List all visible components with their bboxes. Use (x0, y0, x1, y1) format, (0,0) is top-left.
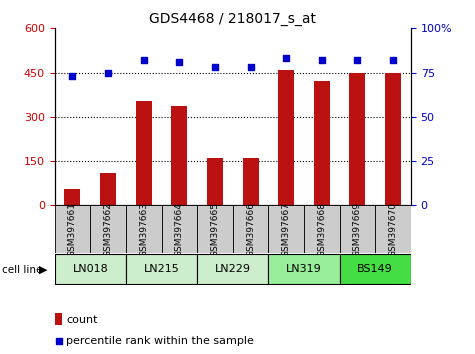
Bar (55, 254, 126, 284)
Bar (340, 254, 411, 284)
Text: GSM397663: GSM397663 (139, 202, 148, 257)
Bar (268, 254, 340, 284)
Point (265, 241, 272, 247)
Point (353, 57, 361, 63)
Bar (304, 205, 340, 253)
Point (68, 73, 76, 79)
Bar (55, 205, 90, 253)
Text: GSM397662: GSM397662 (104, 202, 113, 257)
Point (211, 64, 218, 70)
Text: GSM397668: GSM397668 (317, 202, 326, 257)
Title: GDS4468 / 218017_s_at: GDS4468 / 218017_s_at (149, 12, 316, 26)
Bar (126, 205, 162, 253)
Text: GSM397670: GSM397670 (389, 202, 398, 257)
Point (282, 56, 290, 61)
Bar (162, 205, 197, 253)
Text: LN018: LN018 (72, 264, 108, 274)
Point (247, 64, 255, 70)
Text: GSM397669: GSM397669 (353, 202, 362, 257)
Bar (350, 73, 365, 205)
Bar (171, 107, 187, 205)
Text: cell line: cell line (2, 265, 43, 275)
Text: GSM397661: GSM397661 (68, 202, 77, 257)
Bar (207, 158, 223, 205)
Bar (65, 189, 80, 205)
Text: LN229: LN229 (215, 264, 251, 274)
Bar (197, 205, 233, 253)
Point (318, 57, 326, 63)
Point (390, 57, 397, 63)
Bar (197, 254, 268, 284)
Bar (340, 205, 375, 253)
Text: percentile rank within the sample: percentile rank within the sample (66, 336, 254, 346)
Text: BS149: BS149 (357, 264, 393, 274)
Bar (100, 173, 116, 205)
Text: LN215: LN215 (143, 264, 180, 274)
Bar (278, 70, 294, 205)
Bar (314, 81, 330, 205)
Bar (136, 101, 152, 205)
Bar (385, 73, 401, 205)
Bar (375, 205, 411, 253)
Point (176, 59, 183, 65)
Text: count: count (66, 315, 97, 325)
Text: GSM397667: GSM397667 (282, 202, 291, 257)
Bar (55, 313, 63, 325)
Bar (90, 205, 126, 253)
Text: GSM397666: GSM397666 (246, 202, 255, 257)
Text: LN319: LN319 (286, 264, 322, 274)
Bar (268, 205, 304, 253)
Bar (243, 158, 258, 205)
Bar (233, 205, 268, 253)
Text: GSM397664: GSM397664 (175, 202, 184, 257)
Point (104, 70, 112, 75)
Text: GSM397665: GSM397665 (210, 202, 219, 257)
Point (140, 57, 147, 63)
Bar (126, 254, 197, 284)
Text: ▶: ▶ (39, 265, 48, 275)
